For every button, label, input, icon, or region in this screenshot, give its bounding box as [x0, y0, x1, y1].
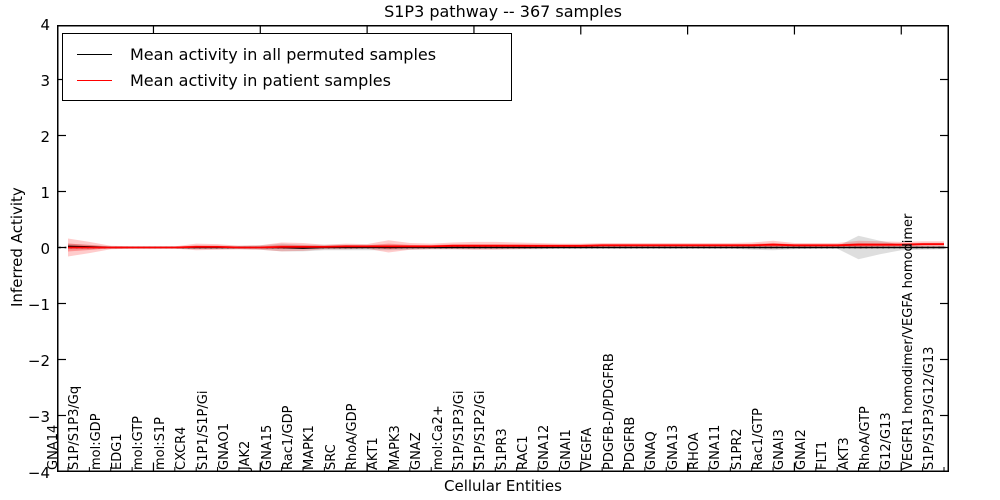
x-tick-label-text: EDG1: [110, 433, 126, 470]
x-tick-label-text: RHOA: [686, 432, 702, 470]
y-axis-label: Inferred Activity: [8, 187, 26, 307]
y-tick-label: −2: [27, 352, 50, 370]
x-tick-label-text: G12/G13: [879, 412, 895, 470]
x-tick-label-text: GNA12: [537, 424, 553, 470]
x-tick-label-text: RhoA/GTP: [857, 406, 873, 470]
x-tick-label-text: mol:Ca2+: [430, 405, 446, 470]
x-tick-label-text: MAPK3: [387, 425, 403, 470]
chart-title: S1P3 pathway -- 367 samples: [384, 2, 622, 21]
x-tick-label-text: Rac1/GDP: [281, 405, 297, 470]
x-tick-label-text: GNA14: [46, 424, 61, 470]
legend: Mean activity in all permuted samples Mea…: [62, 33, 512, 101]
x-tick-label-text: S1PR3: [494, 428, 510, 470]
x-tick-label-text: S1P1/S1P/Gi: [195, 390, 211, 470]
x-tick-label-text: AKT1: [366, 437, 382, 470]
x-tick-label-text: RAC1: [516, 435, 532, 470]
legend-entry: Mean activity in patient samples: [77, 67, 511, 93]
y-tick-label: −3: [27, 408, 50, 426]
x-tick-label-text: VEGFA: [580, 427, 596, 470]
y-tick-label: 4: [40, 16, 50, 34]
x-tick-label-text: S1PR2: [729, 428, 745, 470]
x-tick-label-text: mol:S1P: [152, 417, 168, 470]
x-tick-label-text: GNA13: [665, 424, 681, 470]
x-tick-label-text: GNAZ: [409, 432, 425, 470]
plot-area: [57, 25, 949, 472]
x-tick-label-text: AKT3: [836, 437, 852, 470]
x-tick-label-text: mol:GTP: [131, 416, 147, 470]
x-tick-label-text: mol:GDP: [88, 413, 104, 470]
legend-entry: Mean activity in all permuted samples: [77, 41, 511, 67]
x-tick-label-text: GNAI2: [793, 429, 809, 470]
x-tick-label-text: CXCR4: [174, 426, 190, 470]
y-tick-label: 2: [40, 128, 50, 146]
x-axis-label: Cellular Entities: [444, 477, 562, 495]
x-tick-label-text: S1P/S1P2/Gi: [473, 390, 489, 470]
x-tick-label-text: GNAI1: [558, 429, 574, 470]
x-tick-label-text: GNA11: [708, 424, 724, 470]
x-tick-label-text: S1P/S1P3/Gq: [67, 385, 83, 470]
axes-spines: [57, 25, 949, 472]
x-tick-label-text: PDGFRB: [622, 416, 638, 470]
y-tick-label: −4: [27, 464, 50, 482]
x-tick-label-text: S1P/S1P3/G12/G13: [922, 346, 937, 470]
legend-line-swatch: [77, 79, 112, 81]
x-tick-label-text: VEGFR1 homodimer/VEGFA homodimer: [900, 213, 916, 470]
x-tick-label-text: FLT1: [815, 440, 831, 470]
x-tick-label-text: RhoA/GDP: [345, 403, 361, 470]
legend-line-swatch: [77, 53, 112, 55]
x-tick-label-text: GNAQ: [644, 431, 660, 470]
x-tick-label-text: PDGFB-D/PDGFRB: [601, 353, 617, 470]
x-tick-label-text: S1P/S1P3/Gi: [451, 390, 467, 470]
y-tick-label: 1: [40, 184, 50, 202]
legend-label: Mean activity in all permuted samples: [130, 44, 437, 64]
x-tick-label-text: GNA15: [259, 424, 275, 470]
x-tick-label-text: MAPK1: [302, 425, 318, 470]
x-tick-label-text: Rac1/GTP: [751, 408, 767, 470]
x-tick-label-text: JAK2: [238, 440, 254, 470]
y-tick-label: −1: [27, 296, 50, 314]
legend-label: Mean activity in patient samples: [130, 70, 391, 90]
y-tick-label: 3: [40, 72, 50, 90]
patient-mean-line: [68, 243, 944, 249]
x-tick-label-text: GNAO1: [216, 423, 232, 470]
x-tick-label-text: SRC: [323, 444, 339, 470]
y-tick-label: 0: [40, 240, 50, 258]
x-tick-label-text: GNAI3: [772, 429, 788, 470]
